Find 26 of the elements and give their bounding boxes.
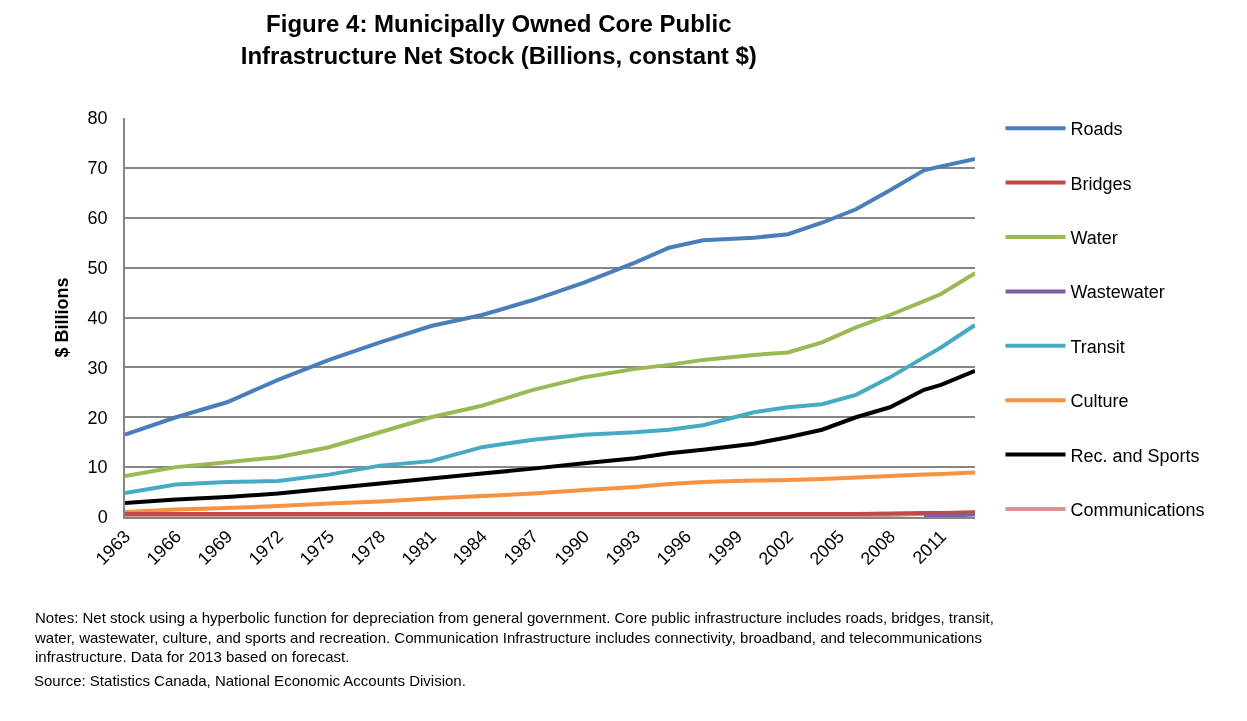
legend-label: Bridges [1070,173,1132,194]
legend-label: Roads [1070,119,1123,140]
y-tick-label: 40 [87,307,108,328]
y-axis-title: $ Billions [52,277,73,358]
y-tick-label: 10 [87,457,108,478]
y-tick-label: 70 [87,158,108,179]
line-series [125,322,975,496]
legend-label: Water [1070,228,1118,249]
line-series [125,470,975,515]
legend-label: Communications [1070,500,1205,521]
y-tick-label: 20 [87,407,108,428]
line-series [125,368,975,506]
y-tick-label: 30 [87,357,108,378]
line-series [125,156,975,437]
legend-label: Rec. and Sports [1070,445,1200,466]
text: Notes: Net stock using a hyperbolic function for depreciation from general government. Core public infrastructure includes roads, bridges, transit, water, wastewater, culture, and sports and recreation. Communication Infrastructure includes connectivity, broadband, and telecommunications infrastructure. Data for 2013 based on forecast. [34,609,994,665]
legend-label: Transit [1070,336,1125,357]
y-tick-label: 60 [87,208,108,229]
line-series [125,271,975,479]
legend-label: Culture [1070,391,1129,412]
y-tick-label: 80 [87,108,108,129]
chart-title: Figure 4: Municipally Owned Core Public Infrastructure Net Stock (Billions, constant $) [240,10,757,69]
legend-label: Wastewater [1070,282,1165,303]
y-tick-label: 0 [97,507,108,528]
y-tick-label: 50 [87,257,108,278]
source-note: Source: Statistics Canada, National Economic Accounts Division. [34,672,466,689]
